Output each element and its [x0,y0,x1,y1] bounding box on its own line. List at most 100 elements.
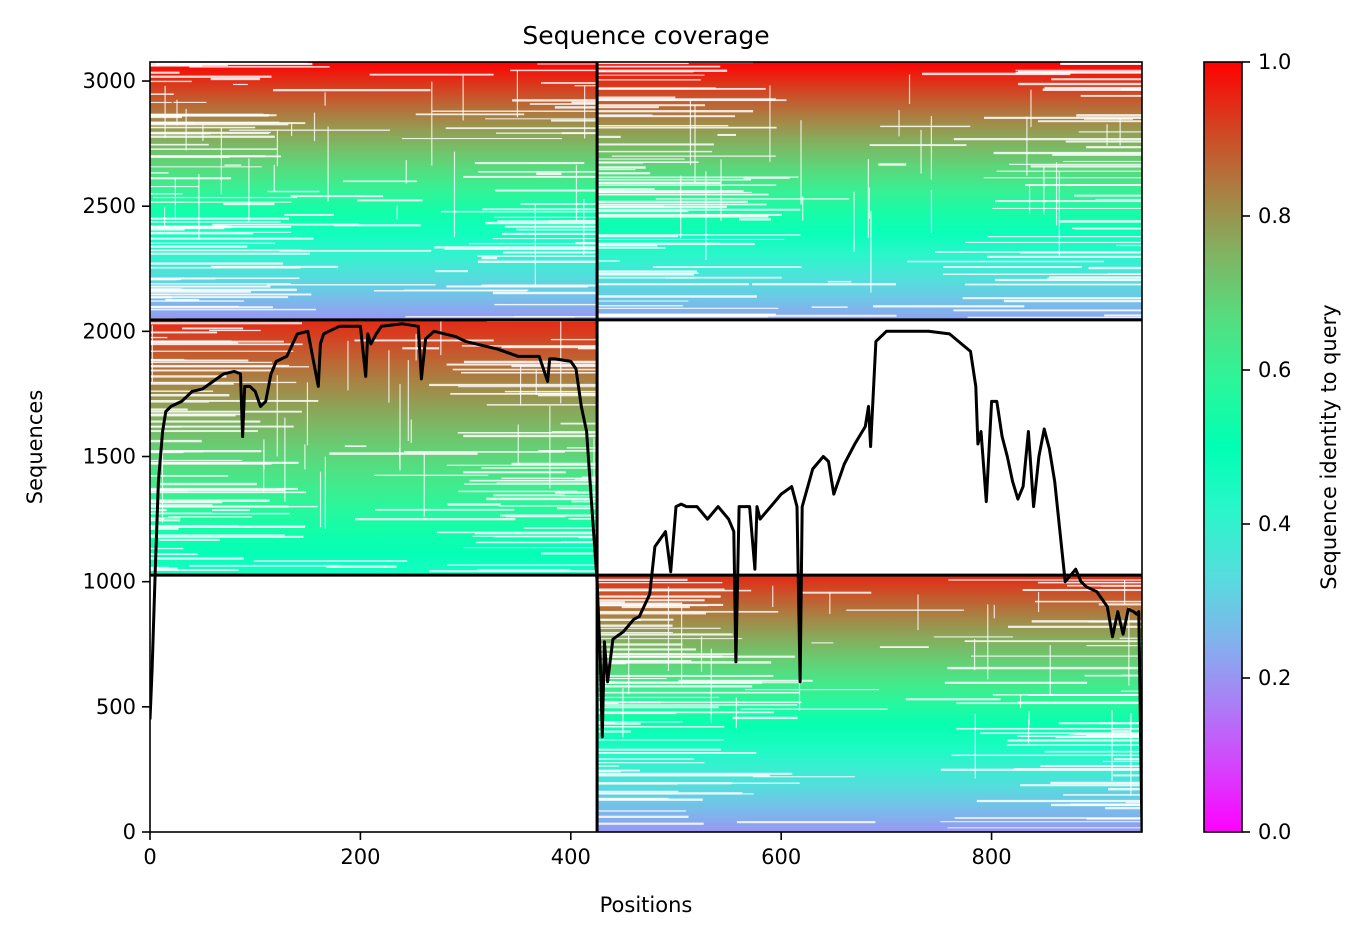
gap-streak [463,175,598,178]
gap-streak [597,726,725,728]
y-tick-label: 2500 [83,194,136,218]
gap-streak [150,390,214,392]
gap-streak [150,505,318,508]
gap-streak [1072,227,1142,230]
gap-column [1124,580,1126,605]
gap-streak [150,381,297,384]
gap-streak [512,99,598,102]
gap-streak [597,62,689,65]
gap-streak [992,207,1142,209]
gap-column [1028,719,1030,744]
gap-streak [597,181,722,185]
gap-column [462,75,464,121]
gap-streak [1058,220,1142,223]
gap-streak [597,822,704,825]
gap-streak [1044,86,1142,90]
gap-streak [150,413,243,416]
gap-streak [150,123,289,126]
gap-streak [429,383,598,387]
gap-column [710,648,712,724]
gap-column [1058,171,1060,256]
gap-streak [1074,733,1142,736]
gap-streak [1047,277,1142,279]
gap-column [431,81,433,166]
gap-streak [150,489,188,492]
gap-streak [537,63,598,65]
gap-streak [212,223,360,226]
gap-streak [150,375,227,378]
gap-streak [150,501,223,504]
gap-column [680,175,682,239]
gap-streak [597,661,772,664]
gap-streak [150,512,290,515]
gap-streak [150,237,314,240]
gap-streak [168,516,253,518]
gap-streak [1049,276,1142,279]
gap-streak [1078,131,1142,133]
gap-streak [1051,78,1142,81]
gap-streak [150,231,292,233]
gap-streak [740,708,888,710]
gap-column [407,360,409,441]
gap-column [1019,694,1022,708]
gap-column [290,122,293,137]
gap-streak [597,578,688,581]
gap-streak [450,392,598,395]
gap-column [520,366,522,406]
gap-column [920,129,922,174]
gap-streak [550,119,598,122]
gap-streak [150,113,264,115]
gap-streak [956,727,1142,730]
gap-streak [992,694,1142,696]
gap-streak [940,768,1142,771]
gap-streak [1107,273,1142,275]
gap-column [868,187,870,219]
gap-column [798,667,801,712]
gap-streak [150,343,303,346]
gap-streak [597,769,640,772]
gap-streak [150,290,251,293]
gap-column [396,205,398,220]
gap-streak [574,84,598,87]
gap-streak [994,200,1142,203]
gap-column [1130,713,1132,797]
gap-streak [557,507,598,510]
gap-streak [597,110,754,113]
gap-streak [435,270,468,273]
domain-boundaries [150,62,1142,832]
gap-streak [597,283,749,286]
gap-streak [1040,765,1142,768]
gap-streak [357,199,423,202]
gap-streak [472,535,598,537]
gap-streak [597,765,619,767]
gap-streak [329,452,478,455]
gap-streak [943,266,1082,268]
gap-streak [597,681,763,684]
gap-streak [150,553,198,556]
gap-streak [947,827,1142,829]
gap-streak [597,273,694,276]
gap-streak [210,77,261,81]
gap-streak [597,176,799,178]
gap-streak [597,184,777,186]
gap-column [306,382,309,446]
gap-streak [461,345,598,347]
gap-streak [429,570,598,573]
gap-streak [469,479,598,482]
gap-streak [560,422,598,425]
gap-streak [404,451,565,453]
colorbar: 0.0 0.2 0.4 0.6 0.8 1.0 Sequence identity to … [1203,50,1341,844]
gap-streak [597,798,703,801]
gap-streak [523,527,598,529]
gap-streak [536,172,562,176]
gap-streak [343,180,418,183]
gap-streak [375,508,515,511]
gap-streak [597,701,661,704]
gap-streak [976,799,1142,803]
gap-streak [953,138,1142,141]
gap-streak [752,776,855,778]
gap-column [689,100,692,166]
gap-streak [597,704,798,706]
gap-streak [475,541,598,544]
gap-streak [597,178,751,181]
